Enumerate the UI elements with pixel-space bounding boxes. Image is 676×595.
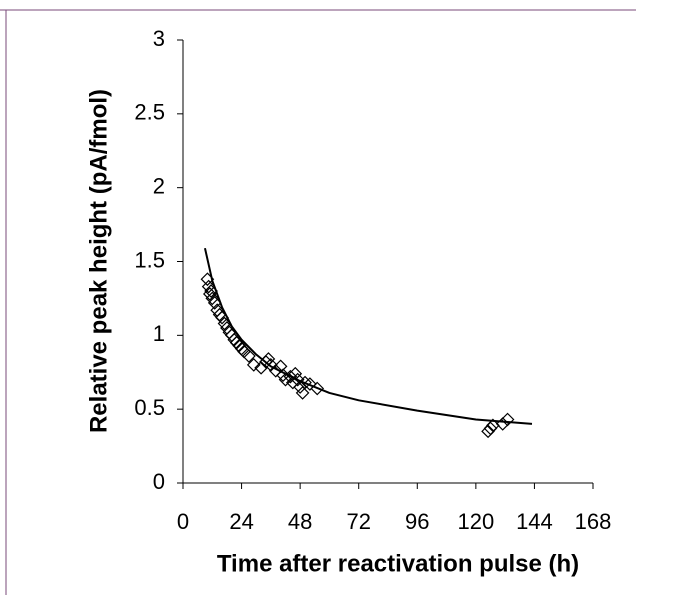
y-tick-label: 2.5	[134, 100, 165, 125]
x-tick-label: 96	[405, 509, 429, 534]
y-tick-label: 0.5	[134, 395, 165, 420]
y-tick-label: 2	[153, 173, 165, 198]
x-tick-label: 144	[516, 509, 553, 534]
data-point	[500, 412, 515, 427]
data-point	[242, 349, 256, 363]
data-point	[285, 375, 300, 390]
data-point	[278, 372, 293, 387]
data-point	[268, 363, 283, 378]
x-tick-label: 72	[346, 509, 370, 534]
data-point	[246, 358, 261, 372]
y-tick-label: 1	[153, 321, 165, 346]
fit-curve	[203, 247, 533, 425]
y-tick-label: 1.5	[134, 247, 165, 272]
data-point	[495, 417, 510, 431]
data-point	[303, 377, 317, 391]
x-tick-label: 0	[177, 509, 189, 534]
data-point	[201, 279, 216, 294]
data-point	[295, 386, 310, 400]
y-tick-label: 0	[153, 469, 165, 494]
x-tick-label: 168	[575, 509, 612, 534]
y-axis-title: Relative peak height (pA/fmol)	[85, 89, 112, 433]
data-point	[205, 291, 220, 306]
x-tick-label: 48	[288, 509, 312, 534]
y-tick-label: 3	[153, 26, 165, 51]
x-tick-label: 120	[457, 509, 494, 534]
x-axis-title: Time after reactivation pulse (h)	[217, 550, 579, 577]
x-tick-label: 24	[229, 509, 253, 534]
data-point	[483, 421, 498, 436]
data-point	[481, 424, 495, 439]
